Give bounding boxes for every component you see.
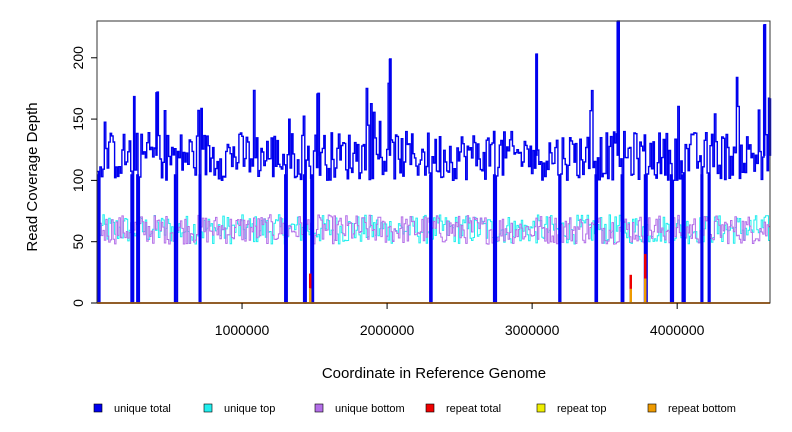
legend-label-3: repeat total bbox=[446, 403, 501, 415]
legend: unique total unique top unique bottom repea… bbox=[93, 403, 736, 415]
legend-label-0: unique total bbox=[114, 403, 171, 415]
y-axis-title: Read Coverage Depth bbox=[24, 102, 41, 251]
x-tick-label-3: 4000000 bbox=[650, 322, 705, 338]
series-unique-top-line bbox=[97, 214, 770, 304]
legend-swatch-3 bbox=[425, 403, 435, 413]
legend-swatch-0 bbox=[93, 403, 103, 413]
legend-swatch-4 bbox=[536, 403, 546, 413]
legend-swatch-1 bbox=[203, 403, 213, 413]
y-tick-label-100: 100 bbox=[70, 168, 86, 192]
y-tick-label-0: 0 bbox=[70, 299, 86, 307]
legend-label-2: unique bottom bbox=[335, 403, 405, 415]
legend-swatch-2 bbox=[314, 403, 324, 413]
x-tick-label-0: 1000000 bbox=[215, 322, 270, 338]
x-tick-label-2: 3000000 bbox=[505, 322, 560, 338]
y-tick-label-200: 200 bbox=[70, 46, 86, 70]
axes-layer: 0 50 100 150 200 1000000 2000000 3000000 4000000 bbox=[70, 20, 771, 338]
x-axis-title: Coordinate in Reference Genome bbox=[322, 365, 546, 382]
series-unique-total-line bbox=[97, 20, 770, 304]
x-tick-label-1: 2000000 bbox=[360, 322, 415, 338]
legend-label-4: repeat top bbox=[557, 403, 607, 415]
legend-swatch-5 bbox=[647, 403, 657, 413]
series-layer bbox=[96, 20, 772, 304]
y-tick-label-50: 50 bbox=[70, 234, 86, 250]
legend-label-1: unique top bbox=[224, 403, 275, 415]
plot-frame bbox=[96, 20, 771, 304]
y-tick-label-150: 150 bbox=[70, 107, 86, 131]
legend-label-5: repeat bottom bbox=[668, 403, 736, 415]
series-unique-bottom-line bbox=[97, 214, 770, 304]
